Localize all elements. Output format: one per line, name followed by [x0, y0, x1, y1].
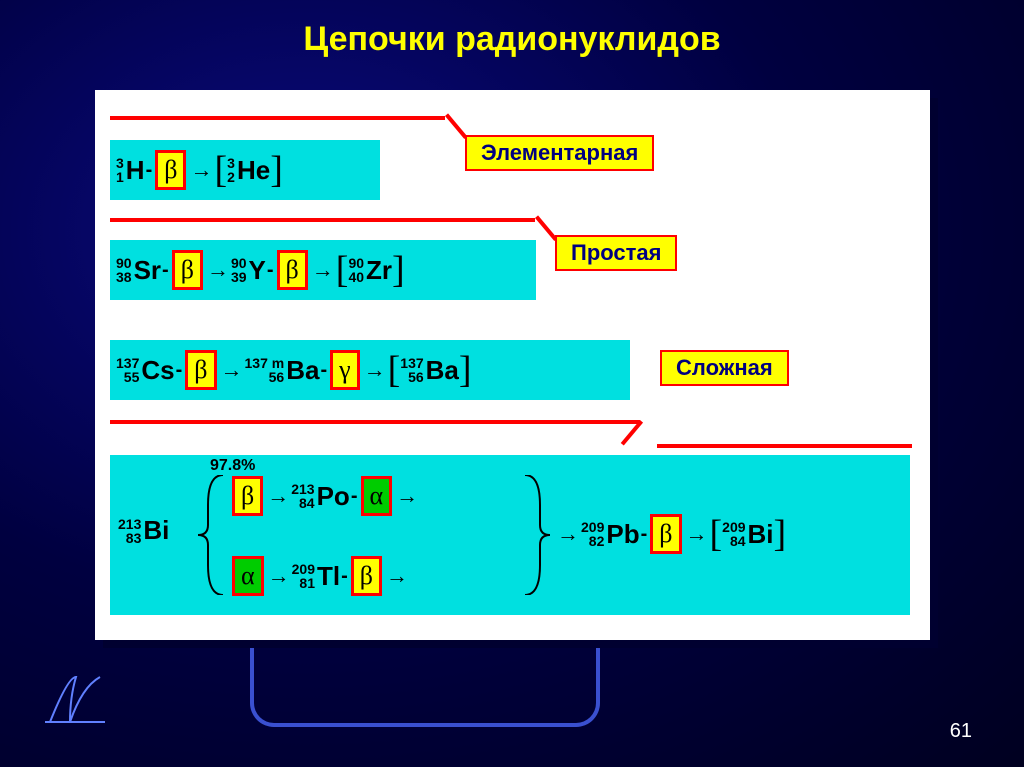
bracket-right: ]	[392, 248, 405, 292]
nuclide: 21384Po	[291, 481, 350, 512]
bracket-left: [	[388, 348, 401, 392]
arrow-icon: →	[386, 563, 408, 589]
nuclide: 31H	[116, 155, 145, 186]
label-complex: Сложная	[660, 350, 789, 386]
arrow-icon: →	[268, 563, 290, 589]
nuclide: 20984Bi	[722, 519, 773, 550]
logo-icon	[40, 667, 110, 737]
arrow-icon: →	[396, 483, 418, 509]
nuclide: 20982Pb	[581, 519, 640, 550]
decay-β: β	[277, 250, 308, 290]
bracket-right: ]	[459, 348, 472, 392]
decay-β: β	[351, 556, 382, 596]
arrow-icon: →	[312, 257, 334, 283]
bracket-left: [	[710, 512, 723, 556]
reddiag-2	[535, 215, 557, 241]
bracket-left: [	[336, 248, 349, 292]
arrow-icon: →	[207, 257, 229, 283]
decay-β: β	[232, 476, 263, 516]
chain4-bottom-branch: α→20981Tl-β→	[230, 553, 410, 599]
redline-2	[110, 218, 535, 222]
nuclide: 20981Tl	[292, 561, 340, 592]
arrow-icon: →	[557, 521, 579, 547]
nuclide: 9040Zr	[348, 255, 392, 286]
brace-close-icon	[520, 475, 550, 595]
decay-β: β	[155, 150, 186, 190]
redline-3	[110, 420, 640, 424]
reddiag-1	[445, 113, 467, 139]
nuclide: 137 m56Ba	[245, 355, 320, 386]
decay-γ: γ	[330, 350, 360, 390]
decay-α: α	[361, 476, 393, 516]
slide-title: Цепочки радионуклидов	[0, 0, 1024, 59]
redline-3b	[657, 444, 912, 448]
nuclide: 13756Ba	[400, 355, 459, 386]
chain4-start-nuclide: 21383Bi	[118, 515, 169, 546]
arrow-icon: →	[686, 521, 708, 547]
bracket-right: ]	[270, 148, 283, 192]
page-number: 61	[950, 720, 972, 743]
bracket-right: ]	[774, 512, 787, 556]
nuclide: 13755Cs	[116, 355, 175, 386]
nuclide: 9039Y	[231, 255, 266, 286]
decay-α: α	[232, 556, 264, 596]
arrow-icon: →	[221, 357, 243, 383]
arrow-icon: →	[267, 483, 289, 509]
chain-complex: 97.8% 21383Bi β→21384Po-α→ α→20981Tl-β→ …	[110, 455, 910, 615]
decay-β: β	[185, 350, 216, 390]
main-panel: Элементарная Простая Сложная 31H-β→[32He…	[95, 90, 930, 640]
nuclide: 32He	[227, 155, 270, 186]
nuclide: 21383Bi	[118, 515, 169, 546]
chain-cesium: 13755Cs-β→137 m56Ba-γ→[13756Ba]	[110, 340, 630, 400]
nuclide: 9038Sr	[116, 255, 161, 286]
decay-β: β	[650, 514, 681, 554]
arrow-icon: →	[364, 357, 386, 383]
chain-elementary: 31H-β→[32He]	[110, 140, 380, 200]
arrow-icon: →	[190, 157, 212, 183]
decay-β: β	[172, 250, 203, 290]
label-elementary: Элементарная	[465, 135, 654, 171]
decorative-curve	[250, 627, 600, 727]
brace-open-icon	[198, 475, 228, 595]
chain4-top-branch: β→21384Po-α→	[230, 473, 420, 519]
label-simple: Простая	[555, 235, 677, 271]
redline-1	[110, 116, 445, 120]
bracket-left: [	[214, 148, 227, 192]
chain4-tail: →20982Pb-β→[20984Bi]	[555, 511, 786, 557]
chain-simple: 9038Sr-β→9039Y-β→[9040Zr]	[110, 240, 536, 300]
